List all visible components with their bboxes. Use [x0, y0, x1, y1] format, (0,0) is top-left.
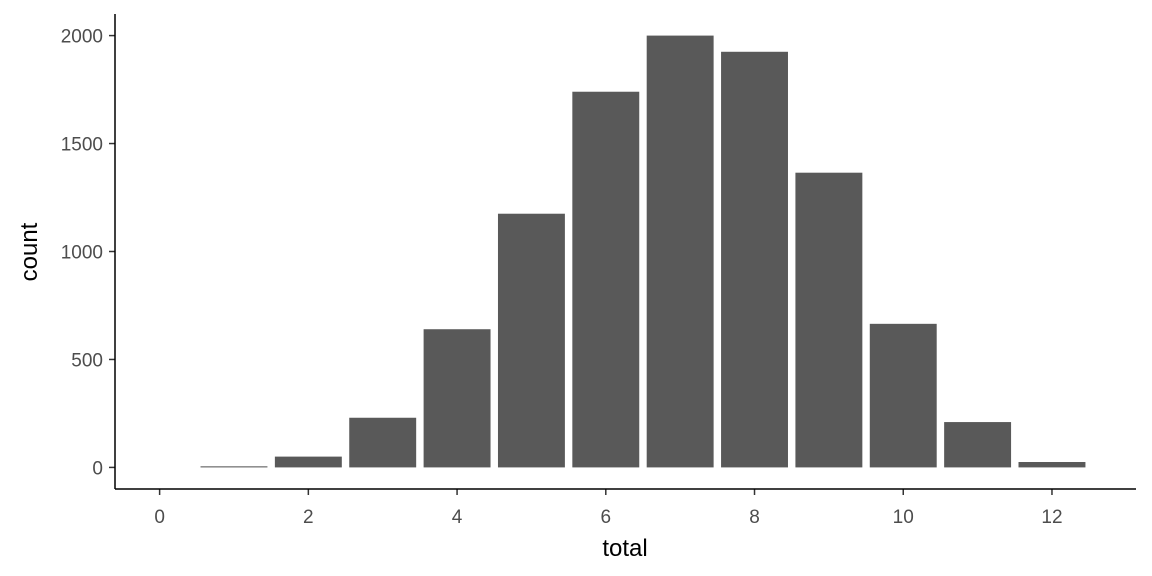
x-axis-title: total	[602, 535, 647, 562]
x-tick-label: 10	[893, 507, 914, 528]
bar	[721, 51, 788, 468]
bar	[572, 91, 640, 468]
bar	[1018, 462, 1086, 468]
bar	[274, 456, 342, 468]
y-tick-label: 2000	[61, 27, 103, 48]
y-tick-label: 1500	[61, 135, 103, 156]
bar	[646, 35, 714, 468]
bar	[349, 417, 417, 468]
bar	[497, 213, 565, 468]
bar	[795, 172, 863, 468]
x-tick-label: 12	[1041, 507, 1062, 528]
bar	[423, 329, 491, 468]
x-tick-label: 6	[601, 507, 612, 528]
y-axis-title: count	[16, 222, 43, 281]
bar	[200, 466, 268, 468]
x-tick-label: 2	[303, 507, 314, 528]
x-tick-label: 8	[749, 507, 760, 528]
x-tick-label: 0	[154, 507, 165, 528]
bar	[869, 323, 937, 468]
x-tick-label: 4	[452, 507, 463, 528]
y-tick-label: 500	[71, 350, 103, 371]
y-tick-label: 0	[92, 458, 103, 479]
y-tick-label: 1000	[61, 243, 103, 264]
bar	[944, 422, 1012, 468]
